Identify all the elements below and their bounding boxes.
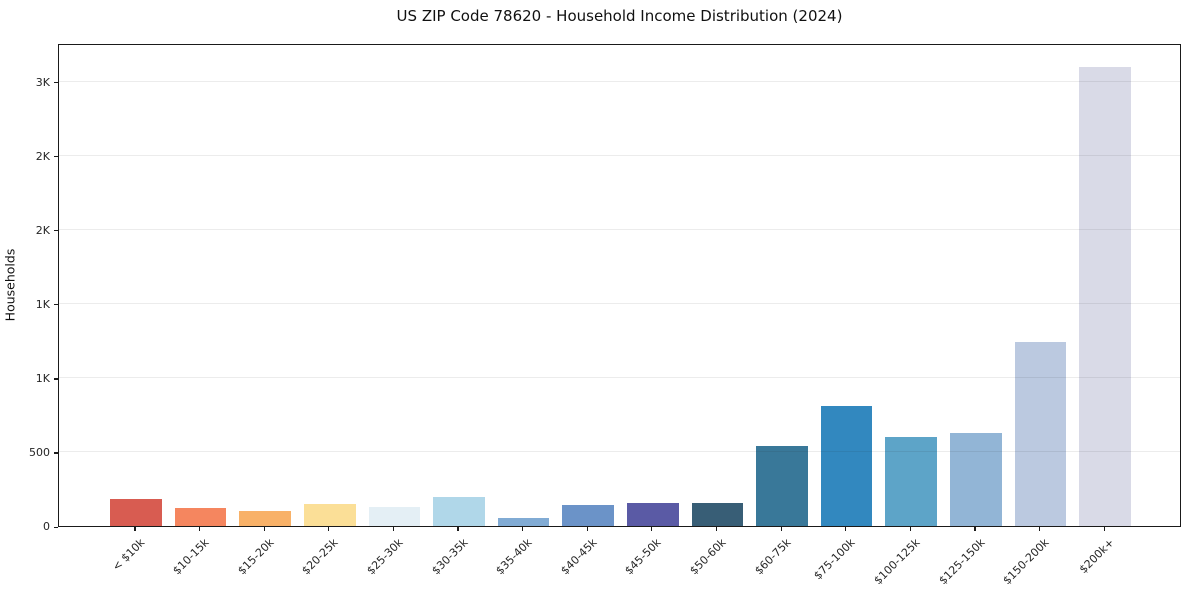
y-tick-label: 2K	[35, 223, 50, 237]
x-tick-label-text: $25-30k	[364, 536, 406, 578]
bar	[950, 432, 1002, 526]
bar	[626, 502, 679, 526]
y-tick-label: 1K	[35, 371, 50, 385]
x-tick-mark	[974, 527, 976, 531]
x-tick-label-text: $35-40k	[493, 536, 535, 578]
bar	[174, 507, 227, 526]
y-tick-mark	[54, 378, 58, 380]
x-tick-label-text: $200k+	[1076, 536, 1117, 577]
x-tick-label-text: $50-60k	[687, 536, 729, 578]
x-tick-mark	[392, 527, 395, 531]
x-tick-mark	[199, 527, 201, 531]
bar	[497, 517, 550, 526]
x-tick-mark	[715, 527, 718, 531]
x-tick-mark	[586, 527, 588, 531]
x-tick-mark	[909, 527, 911, 531]
x-tick-label-text: $20-25k	[299, 536, 341, 578]
plot-area	[58, 44, 1181, 527]
x-tick-label-text: $60-75k	[751, 536, 794, 578]
bar	[1014, 342, 1067, 526]
x-tick-label-text: $10-15k	[170, 536, 212, 578]
y-tick-label: 1K	[35, 297, 50, 311]
x-tick-label-text: < $10k	[109, 536, 148, 574]
y-tick-mark	[54, 156, 58, 158]
x-tick-mark	[328, 527, 330, 531]
bar	[562, 504, 615, 526]
x-tick-mark	[651, 527, 653, 531]
gridline	[59, 155, 1180, 157]
x-tick-label-text: $40-45k	[558, 536, 600, 578]
x-tick-label-text: $45-50k	[622, 536, 664, 578]
x-tick-label-text: $75-100k	[811, 536, 858, 583]
x-tick-label-text: $125-150k	[935, 536, 988, 588]
x-tick-label-text: $100-125k	[871, 536, 923, 588]
bar	[1079, 66, 1131, 526]
y-tick-mark	[54, 526, 58, 528]
bar	[433, 496, 485, 526]
x-tick-mark	[457, 527, 459, 531]
x-tick-mark	[845, 527, 847, 531]
x-tick-label-text: $30-35k	[428, 536, 471, 578]
y-tick-label: 3K	[35, 75, 50, 89]
y-tick-label: 2K	[35, 149, 50, 163]
x-tick-mark	[780, 527, 782, 531]
gridline	[59, 303, 1180, 305]
y-tick-label: 0	[43, 520, 50, 533]
chart-title: US ZIP Code 78620 - Household Income Dis…	[396, 7, 843, 25]
bar	[239, 511, 291, 526]
bar	[691, 503, 744, 526]
gridline	[59, 229, 1180, 231]
y-tick-mark	[54, 230, 58, 232]
y-tick-label: 500	[29, 445, 50, 459]
gridline	[59, 81, 1180, 83]
x-tick-label-text: $150-200k	[1000, 536, 1052, 588]
x-tick-mark	[1103, 527, 1105, 531]
gridline	[59, 377, 1180, 379]
x-tick-mark	[134, 527, 136, 531]
y-tick-mark	[54, 82, 58, 84]
bar	[820, 405, 873, 526]
bar	[885, 436, 938, 526]
bar	[756, 445, 808, 526]
x-tick-label-text: $15-20k	[235, 536, 277, 578]
x-tick-mark	[1038, 527, 1041, 531]
x-tick-mark	[522, 527, 524, 531]
bar	[303, 504, 356, 526]
y-tick-mark	[54, 452, 58, 454]
bar	[110, 499, 162, 526]
gridline	[59, 451, 1180, 453]
x-tick-mark	[263, 527, 265, 531]
y-tick-mark	[54, 304, 58, 306]
bar	[368, 506, 421, 526]
